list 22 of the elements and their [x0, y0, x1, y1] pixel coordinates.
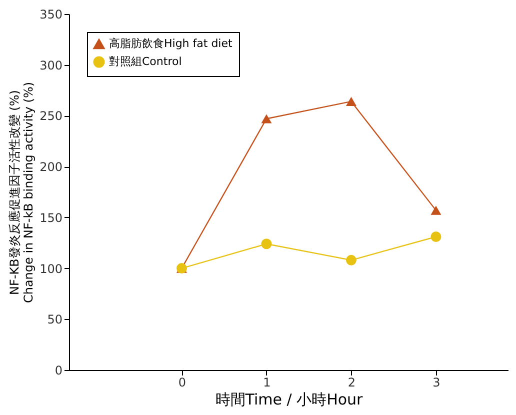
x-axis-title: 時間Time / 小時Hour	[215, 390, 364, 408]
point	[346, 96, 356, 106]
y-tick-label: 0	[54, 364, 62, 378]
point	[261, 114, 272, 124]
y-tick-label: 350	[40, 8, 62, 22]
point	[430, 206, 442, 215]
y-tick-label: 150	[40, 210, 62, 225]
y-tick-label: 100	[40, 262, 62, 276]
y-tick-label: 300	[40, 58, 62, 72]
x-tick-label: 0	[178, 376, 186, 390]
y-tick-label: 50	[47, 312, 62, 327]
point	[430, 232, 442, 242]
y-tick-label: 200	[40, 160, 62, 174]
legend-label: 高脂肪飲食High fat diet	[109, 37, 234, 50]
x-tick-label: 2	[348, 376, 356, 390]
legend-label: 對照組Control	[109, 55, 182, 68]
point	[261, 238, 272, 250]
y-axis-title: NF-KB發炎反應促進因子活性改變 (%) Change in NF-kB binding activity (%)	[8, 82, 36, 304]
point	[346, 254, 356, 266]
y-tick-label: 250	[40, 109, 62, 124]
x-tick-label: 1	[263, 376, 271, 390]
x-tick-label: 3	[432, 376, 440, 390]
